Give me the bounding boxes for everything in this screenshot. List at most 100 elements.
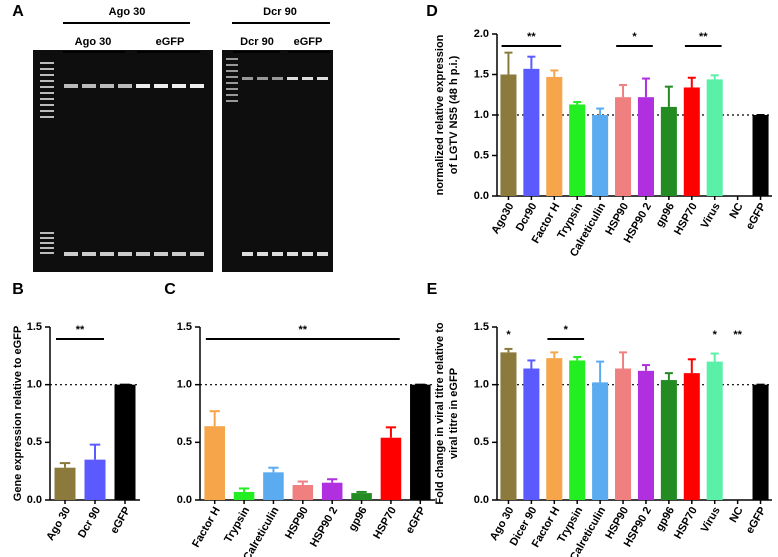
y-tick-label: 0.5	[474, 149, 489, 161]
gel-band	[272, 77, 283, 80]
gel-band	[172, 252, 186, 256]
y-tick-label: 1.5	[177, 321, 192, 333]
x-tick-label: Virus	[699, 201, 723, 231]
gel-band	[64, 252, 78, 256]
bar	[351, 493, 372, 500]
bar	[263, 472, 284, 500]
x-tick-label: Factor H	[190, 505, 223, 550]
gel-header: eGFP	[156, 36, 185, 48]
gel-band	[272, 252, 283, 256]
gel-band	[82, 252, 96, 256]
bar	[292, 485, 314, 500]
gel-band	[302, 77, 313, 80]
x-tick-label: HSP90	[283, 505, 311, 541]
bar	[204, 426, 225, 500]
bar	[615, 97, 632, 196]
panel-letter: E	[427, 281, 438, 298]
gel-band	[190, 84, 204, 88]
y-tick-label: 1.0	[177, 379, 192, 391]
x-tick-label: NC	[727, 505, 745, 525]
gel-band	[154, 84, 168, 88]
significance-label: **	[299, 324, 308, 336]
ladder-band	[40, 62, 54, 64]
x-tick-label: NC	[727, 201, 745, 221]
bar	[637, 97, 654, 196]
y-axis-label: of LGTV NS5 (48 h p.i.)	[448, 55, 460, 174]
ladder-band	[226, 94, 238, 96]
y-tick-label: 1.5	[27, 321, 42, 333]
ladder-band	[40, 68, 54, 70]
y-tick-label: 0.5	[177, 436, 192, 448]
ladder-band	[40, 80, 54, 82]
x-tick-label: gp96	[346, 505, 369, 533]
y-axis-label: viral titre in eGFP	[448, 368, 460, 459]
gel-band	[287, 77, 298, 80]
panel-letter: B	[12, 281, 24, 298]
bar	[706, 361, 723, 500]
bar	[752, 115, 769, 196]
gel-header: eGFP	[294, 36, 323, 48]
gel-band	[190, 252, 204, 256]
gel-band	[64, 84, 78, 88]
bar	[523, 368, 540, 500]
y-tick-label: 1.0	[474, 109, 489, 121]
x-tick-label: gp96	[654, 201, 677, 229]
ladder-band	[40, 92, 54, 94]
x-tick-label: HSP70	[672, 201, 700, 237]
bar	[546, 76, 563, 196]
significance-label: *	[632, 31, 637, 43]
ladder-band	[226, 64, 238, 66]
ladder-band	[40, 242, 54, 244]
x-tick-label: eGFP	[744, 201, 769, 232]
gel-band	[257, 77, 268, 80]
gel-band	[136, 84, 150, 88]
bar	[54, 467, 76, 500]
x-tick-label: Dcr 90	[76, 505, 103, 540]
gel-band	[136, 252, 150, 256]
significance-label: **	[699, 31, 708, 43]
bar	[569, 104, 586, 196]
significance-label: **	[733, 329, 742, 341]
ladder-band	[226, 88, 238, 90]
y-tick-label: 1.0	[27, 379, 42, 391]
gel-band	[242, 77, 253, 80]
bar	[660, 380, 677, 500]
bar	[546, 358, 563, 500]
y-tick-label: 0.5	[474, 436, 489, 448]
ladder-band	[40, 110, 54, 112]
gel-header: Dcr 90	[263, 6, 297, 18]
ladder-band	[40, 116, 54, 118]
ladder-band	[40, 247, 54, 249]
gel-header: Dcr 90	[240, 36, 274, 48]
gel-band	[118, 252, 132, 256]
y-tick-label: 1.5	[474, 321, 489, 333]
gel-band	[82, 84, 96, 88]
gel-header: Ago 30	[75, 36, 112, 48]
x-tick-label: HSP70	[371, 505, 399, 541]
y-tick-label: 0.0	[474, 190, 489, 202]
panel-letter: A	[12, 3, 24, 20]
ladder-band	[226, 82, 238, 84]
bar	[84, 459, 106, 500]
y-tick-label: 1.5	[474, 68, 489, 80]
bar	[569, 360, 586, 500]
gel-band	[100, 84, 114, 88]
bar	[683, 87, 700, 196]
y-tick-label: 0.5	[27, 436, 42, 448]
bar	[637, 370, 654, 500]
gel-band	[302, 252, 313, 256]
gel-band	[317, 77, 328, 80]
gel-header: Ago 30	[109, 6, 146, 18]
gel-band	[317, 252, 328, 256]
ladder-band	[40, 237, 54, 239]
y-tick-label: 1.0	[474, 379, 489, 391]
ladder-band	[40, 252, 54, 254]
bar	[523, 68, 540, 196]
x-tick-label: gp96	[654, 505, 677, 533]
significance-label: *	[506, 329, 511, 341]
significance-label: **	[76, 324, 85, 336]
bar	[592, 382, 609, 500]
x-tick-label: Ago30	[489, 201, 516, 236]
bar	[615, 368, 632, 500]
